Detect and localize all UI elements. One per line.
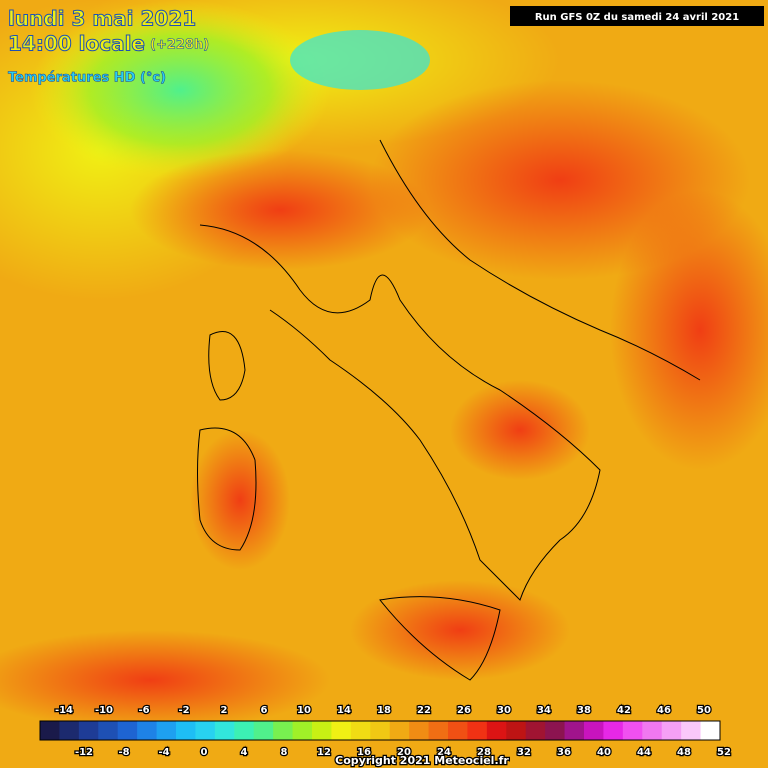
legend-label: 10 — [297, 705, 311, 716]
legend-label: -10 — [95, 705, 113, 716]
legend-swatch — [156, 721, 177, 740]
run-info: Run GFS 0Z du samedi 24 avril 2021 — [535, 12, 739, 23]
sardinia — [197, 427, 257, 551]
field-name: Températures HD (°c) — [8, 71, 166, 86]
legend-swatch — [584, 721, 604, 740]
legend-label: -6 — [138, 705, 149, 716]
legend-swatch — [603, 721, 624, 740]
legend-label: 18 — [377, 705, 391, 716]
date: lundi 3 mai 2021 — [8, 7, 196, 31]
legend-swatch — [350, 721, 371, 740]
legend-swatch — [117, 721, 138, 740]
legend-swatch — [331, 721, 352, 740]
legend-swatch — [137, 721, 158, 740]
legend-label: 36 — [557, 747, 571, 758]
legend-swatch — [486, 721, 507, 740]
legend-label: -2 — [178, 705, 189, 716]
legend-label: 24 — [437, 747, 451, 758]
legend-swatch — [525, 721, 546, 740]
legend-swatch — [312, 721, 332, 740]
legend-swatch — [234, 721, 255, 740]
legend-label: 26 — [457, 705, 471, 716]
field — [190, 430, 290, 570]
legend-label: 22 — [417, 705, 431, 716]
legend-label: 28 — [477, 747, 491, 758]
coastlines — [197, 139, 701, 681]
copyright: Copyright 2021 Meteociel.fr — [335, 754, 509, 767]
legend-label: 20 — [397, 747, 411, 758]
field — [610, 190, 768, 470]
legend-label: -14 — [55, 705, 73, 716]
legend-swatch — [389, 721, 410, 740]
legend-swatch — [409, 721, 430, 740]
run-box — [510, 6, 764, 26]
field — [0, 630, 330, 730]
legend-swatch — [448, 721, 468, 740]
legend-label: 52 — [717, 747, 731, 758]
legend-label: 14 — [337, 705, 351, 716]
legend-swatch — [195, 721, 216, 740]
legend-swatch — [78, 721, 99, 740]
legend-swatch — [273, 721, 294, 740]
legend-swatch — [467, 721, 488, 740]
legend-label: 34 — [537, 705, 551, 716]
legend-label: 6 — [261, 705, 268, 716]
legend-label: 44 — [637, 747, 651, 758]
legend-label: 12 — [317, 747, 331, 758]
field — [30, 0, 330, 180]
legend-label: 48 — [677, 747, 691, 758]
legend-swatch — [292, 721, 313, 740]
field — [130, 150, 430, 270]
legend-label: 30 — [497, 705, 511, 716]
legend-frame — [39, 720, 721, 741]
coast — [379, 139, 701, 381]
legend-label: 4 — [241, 747, 248, 758]
legend-swatch — [661, 721, 682, 740]
legend-swatch — [428, 721, 449, 740]
legend-label: 32 — [517, 747, 531, 758]
field — [290, 30, 430, 90]
legend-label: -8 — [118, 747, 129, 758]
legend-label: 38 — [577, 705, 591, 716]
legend-label: 16 — [357, 747, 371, 758]
field — [450, 380, 590, 480]
legend-swatch — [98, 721, 119, 740]
legend-label: 8 — [281, 747, 288, 758]
legend-label: 2 — [221, 705, 228, 716]
time: 14:00 locale — [8, 32, 145, 56]
lead-time: (+228h) — [150, 38, 209, 53]
legend-swatch — [506, 721, 527, 740]
legend-label: 0 — [201, 747, 208, 758]
legend-swatch — [253, 721, 274, 740]
corsica — [208, 331, 246, 401]
legend-swatch — [40, 721, 60, 740]
legend-label: 50 — [697, 705, 711, 716]
legend-swatch — [681, 721, 702, 740]
legend-swatch — [700, 721, 721, 740]
color-legend: -14 -10 -6 -2 2 6 10 14 18 22 26 30 34 38 42 46 50-12 -8-… — [39, 704, 732, 759]
legend-swatch — [545, 721, 566, 740]
legend-label: 42 — [617, 705, 631, 716]
legend-swatch — [59, 721, 80, 740]
legend-swatch — [564, 721, 585, 740]
legend-label: 46 — [657, 705, 671, 716]
legend-swatch — [214, 721, 235, 740]
coast — [199, 224, 601, 601]
legend-label: -4 — [158, 747, 169, 758]
legend-swatch — [176, 721, 196, 740]
legend-swatch — [642, 721, 663, 740]
legend-swatch — [370, 721, 391, 740]
legend-label: 40 — [597, 747, 611, 758]
legend-swatch — [622, 721, 643, 740]
legend-label: -12 — [75, 747, 93, 758]
field — [350, 580, 570, 680]
sicily — [379, 596, 501, 681]
